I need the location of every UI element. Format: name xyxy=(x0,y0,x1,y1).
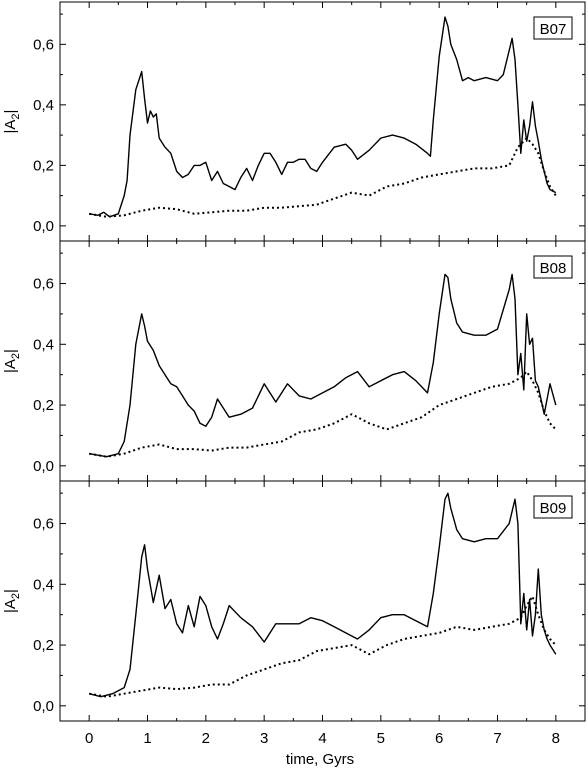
y-axis-title-main: |A xyxy=(2,599,19,613)
series-line-dotted xyxy=(89,137,557,218)
y-tick-label: 0,6 xyxy=(33,36,54,53)
y-axis-title-close: | xyxy=(2,110,19,114)
x-tick-label: 7 xyxy=(493,730,501,747)
y-axis-title-main: |A xyxy=(2,120,19,134)
panel-frame xyxy=(59,240,586,482)
y-axis-title-main: |A xyxy=(2,359,19,373)
panel-tag: B08 xyxy=(533,255,573,279)
y-tick-label: 0,0 xyxy=(33,218,54,235)
panel-tag-box xyxy=(533,16,573,40)
series-line-dotted xyxy=(89,595,557,698)
y-tick-label: 0,6 xyxy=(33,516,54,533)
y-axis-title: |A2| xyxy=(2,589,22,613)
panel-tag-box xyxy=(533,495,573,519)
panel-1: 0,0 0,2 0,4 0,6 |A2| B07 xyxy=(2,1,586,242)
y-axis-title: |A2| xyxy=(2,349,22,373)
x-tick-label: 8 xyxy=(552,730,560,747)
panels-group: 0,00,20,40,6|A2|B070,00,20,40,6|A2|B080,… xyxy=(2,1,586,722)
series-line-solid xyxy=(89,492,557,698)
y-tick-label: 0,4 xyxy=(33,336,54,353)
y-axis-title-sub: 2 xyxy=(10,353,22,359)
panel-tag: B07 xyxy=(533,16,573,40)
x-tick-label: 6 xyxy=(435,730,443,747)
y-tick-label: 0,4 xyxy=(33,97,54,114)
panel-frame xyxy=(59,480,586,722)
panel-tag-label: B08 xyxy=(540,260,567,277)
y-tick-label: 0,2 xyxy=(33,637,54,654)
y-axis-title: |A2| xyxy=(2,110,22,134)
y-tick-label: 0,0 xyxy=(33,458,54,475)
y-axis-title-sub: 2 xyxy=(10,113,22,119)
x-tick-label: 5 xyxy=(377,730,385,747)
panel-tag-box xyxy=(533,255,573,279)
x-tick-label: 3 xyxy=(260,730,268,747)
y-tick-label: 0,2 xyxy=(33,157,54,174)
y-axis-title-close: | xyxy=(2,589,19,593)
series-line-solid xyxy=(89,273,557,458)
x-tick-label: 4 xyxy=(318,730,326,747)
x-tick-label: 2 xyxy=(202,730,210,747)
x-tick-label: 1 xyxy=(143,730,151,747)
y-axis-title-close: | xyxy=(2,349,19,353)
x-axis: 0 1 2 3 4 5 6 7 8 xyxy=(85,730,560,747)
panel-3: 0,0 0,2 0,4 0,6 |A2| B09 xyxy=(2,480,586,722)
series-line-dotted xyxy=(89,370,557,458)
panel-2: 0,0 0,2 0,4 0,6 |A2| B08 xyxy=(2,240,586,482)
y-tick-label: 0,0 xyxy=(33,698,54,715)
y-axis-title-sub: 2 xyxy=(10,593,22,599)
panel-frame xyxy=(59,1,586,242)
x-tick-label: 0 xyxy=(85,730,93,747)
panel-tag-label: B09 xyxy=(540,500,567,517)
x-axis-title: time, Gyrs xyxy=(286,751,354,768)
panel-tag: B09 xyxy=(533,495,573,519)
series-line-solid xyxy=(89,16,557,218)
y-tick-label: 0,6 xyxy=(33,276,54,293)
y-tick-label: 0,2 xyxy=(33,397,54,414)
y-tick-label: 0,4 xyxy=(33,576,54,593)
panel-tag-label: B07 xyxy=(540,21,567,38)
